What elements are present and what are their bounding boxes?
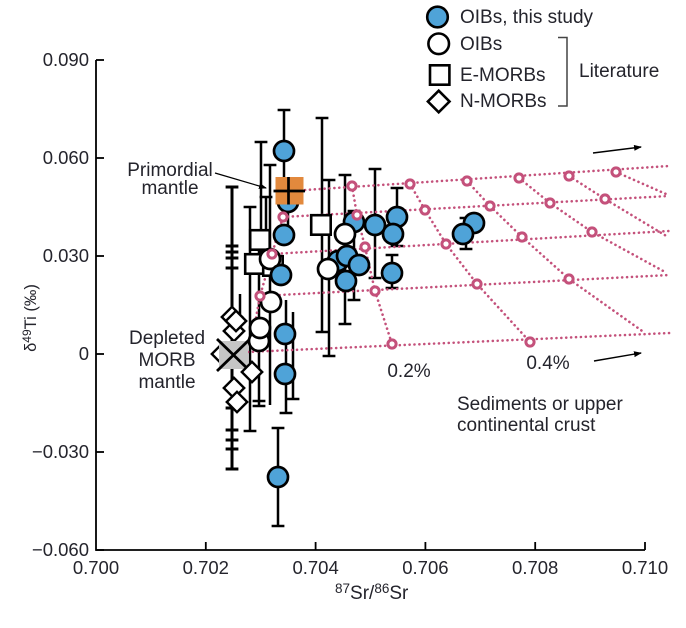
svg-text:0.2%: 0.2% xyxy=(387,361,430,382)
svg-text:0.700: 0.700 xyxy=(73,557,119,578)
svg-text:Literature: Literature xyxy=(579,61,659,82)
svg-text:0.060: 0.060 xyxy=(43,147,89,168)
svg-text:Sediments or upper: Sediments or upper xyxy=(457,394,623,415)
svg-text:−0.060: −0.060 xyxy=(32,539,89,560)
svg-text:continental crust: continental crust xyxy=(457,415,596,436)
svg-text:mantle: mantle xyxy=(138,372,195,393)
svg-text:0.030: 0.030 xyxy=(43,245,89,266)
svg-text:0.708: 0.708 xyxy=(512,557,558,578)
svg-text:N-MORBs: N-MORBs xyxy=(460,91,547,112)
svg-text:0.702: 0.702 xyxy=(183,557,229,578)
svg-text:−0.030: −0.030 xyxy=(32,441,89,462)
svg-text:mantle: mantle xyxy=(141,178,198,199)
svg-text:Depleted: Depleted xyxy=(129,328,205,349)
svg-text:OIBs: OIBs xyxy=(460,34,502,55)
svg-text:0.710: 0.710 xyxy=(622,557,668,578)
svg-text:E-MORBs: E-MORBs xyxy=(460,65,546,86)
svg-text:0: 0 xyxy=(79,343,89,364)
svg-text:Primordial: Primordial xyxy=(127,160,213,181)
svg-text:0.706: 0.706 xyxy=(402,557,448,578)
svg-text:87Sr/86Sr: 87Sr/86Sr xyxy=(335,581,409,604)
svg-text:0.4%: 0.4% xyxy=(526,353,569,374)
svg-text:0.704: 0.704 xyxy=(292,557,338,578)
svg-text:MORB: MORB xyxy=(139,350,196,371)
svg-text:0.090: 0.090 xyxy=(43,49,89,70)
svg-text:OIBs, this study: OIBs, this study xyxy=(460,7,594,28)
